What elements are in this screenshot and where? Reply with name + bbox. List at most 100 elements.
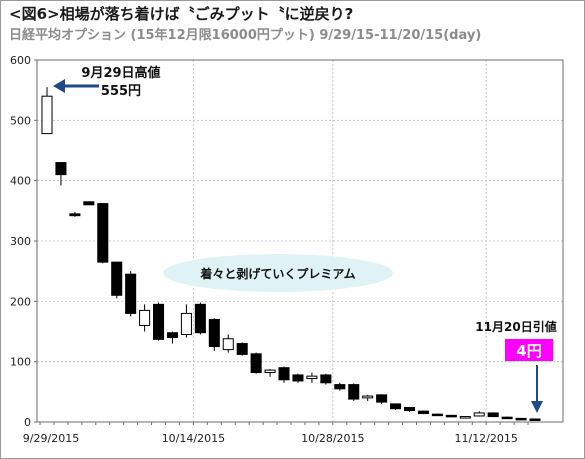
candle-body [236, 343, 248, 355]
candle [306, 372, 318, 383]
candle-body [501, 416, 513, 420]
candle-body [529, 418, 541, 421]
y-tick-label: 600 [10, 54, 31, 67]
candle [222, 334, 234, 353]
last-label-date: 11月20日引値 [475, 319, 556, 334]
candle [501, 416, 513, 420]
candle [41, 87, 53, 135]
bubble-text: 着々と剥げていくプレミアム [199, 266, 355, 281]
candle [111, 261, 123, 299]
candle-body [83, 201, 95, 206]
candle-body [180, 312, 192, 336]
candle [166, 331, 179, 344]
candle-body [515, 417, 527, 421]
candle-body [139, 309, 151, 326]
y-tick-label: 200 [10, 295, 31, 308]
candle [264, 368, 276, 377]
candle-body [306, 375, 318, 380]
candle [55, 162, 67, 186]
candle [459, 415, 471, 419]
y-tick-label: 0 [24, 416, 31, 429]
candle-body [264, 369, 276, 374]
candle-body [417, 410, 429, 415]
candle [390, 403, 402, 410]
x-tick-label: 10/14/2015 [162, 432, 225, 445]
last-arrow [531, 365, 543, 413]
candle [376, 394, 388, 404]
last-value-box [505, 339, 553, 361]
candle [320, 373, 332, 385]
candle-body [320, 374, 332, 384]
candle-body [362, 395, 374, 399]
premium-bubble [163, 254, 393, 292]
candle-body [348, 384, 360, 400]
chart-title: <図6>相場が落ち着けば〝ごみプット〝に逆戻り? [9, 5, 354, 23]
candle [83, 201, 95, 206]
candle [362, 394, 374, 401]
y-tick-label: 500 [10, 114, 31, 127]
candle [194, 302, 206, 335]
candle [278, 366, 290, 383]
candle-body [459, 416, 471, 419]
candle-body [222, 338, 234, 351]
candle-body [69, 213, 81, 217]
candle [125, 271, 137, 317]
candle [250, 352, 262, 374]
candle-body [473, 412, 485, 417]
x-tick-labels: 9/29/2015 10/14/2015 10/28/2015 11/12/2015 [23, 432, 518, 445]
candle [153, 302, 165, 341]
plot-border [36, 59, 564, 423]
axes [34, 59, 564, 425]
high-arrow [53, 79, 99, 93]
candle [473, 411, 485, 417]
high-label-value: 555円 [101, 84, 141, 99]
high-label-date: 9月29日高値 [81, 65, 160, 81]
candle-body [376, 394, 388, 403]
candle [334, 382, 346, 391]
candle [515, 417, 527, 421]
candle-body [390, 403, 402, 410]
chart-subtitle: 日経平均オプション (15年12月限16000円プット) 9/29/15-11/… [9, 28, 482, 43]
x-tick-label: 10/28/2015 [301, 432, 364, 445]
y-tick-label: 400 [10, 175, 31, 188]
candle-body [41, 95, 53, 135]
candle [445, 414, 457, 418]
last-value-text: 4円 [516, 342, 541, 360]
y-tick-labels: 0 100 200 300 400 500 600 [10, 54, 31, 429]
y-tick-label: 300 [10, 235, 31, 248]
candle-body [250, 353, 262, 374]
candle [97, 203, 109, 264]
candle-body [431, 413, 443, 417]
candle [417, 410, 429, 415]
candle-body [403, 407, 416, 412]
candle [139, 304, 151, 332]
candle-body [278, 367, 290, 381]
candle [403, 406, 416, 412]
candle-body [208, 318, 220, 348]
candle [348, 383, 360, 401]
candle-body [166, 332, 179, 339]
candle [180, 304, 192, 338]
candles [41, 87, 541, 421]
candle-body [153, 303, 165, 340]
candle [529, 418, 541, 421]
candle [69, 212, 81, 217]
candle-body [97, 203, 109, 263]
candle-body [334, 384, 346, 390]
candle [208, 318, 220, 351]
y-tick-label: 100 [10, 356, 31, 369]
candle [487, 412, 499, 418]
x-tick-label: 11/12/2015 [454, 432, 517, 445]
candle [236, 342, 248, 356]
x-tick-label: 9/29/2015 [23, 432, 79, 445]
candle-body [125, 273, 137, 314]
candle-body [55, 162, 67, 176]
candle-body [292, 374, 304, 382]
candle-body [111, 261, 123, 296]
candle [292, 373, 304, 383]
candle-body [194, 303, 206, 334]
candle-body [445, 414, 457, 418]
grid-lines [37, 60, 563, 422]
